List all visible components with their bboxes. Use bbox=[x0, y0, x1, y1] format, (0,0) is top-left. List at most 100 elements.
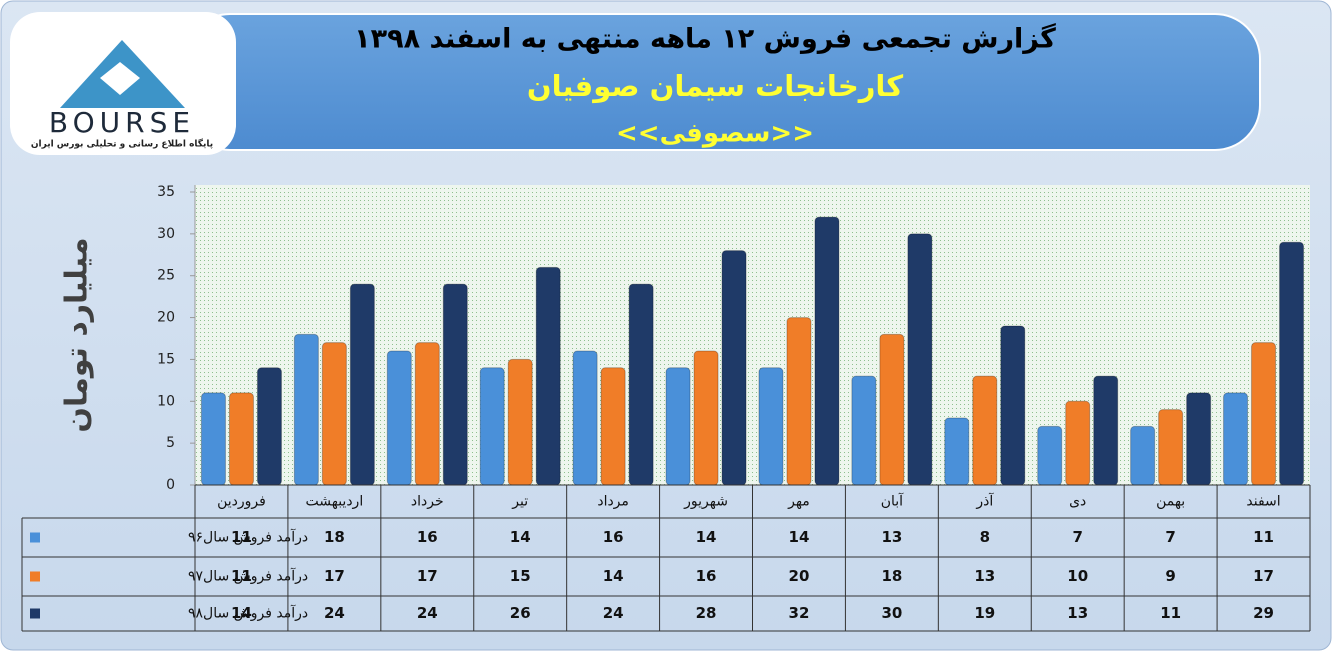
legend-label: درآمد فروش سال۹۸ bbox=[188, 605, 308, 622]
legend-label: درآمد فروش سال۹۶ bbox=[188, 529, 308, 546]
logo: BOURSE پایگاه اطلاع رسانی و تحلیلی بورس … bbox=[10, 12, 236, 155]
bar bbox=[228, 392, 254, 486]
table-cell: 17 bbox=[324, 567, 345, 585]
table-cell: 32 bbox=[789, 604, 810, 622]
table-cell: 26 bbox=[510, 604, 531, 622]
bar bbox=[200, 392, 226, 486]
bar bbox=[442, 283, 468, 486]
table-cell: 16 bbox=[696, 567, 717, 585]
x-tick-label: مرداد bbox=[597, 494, 629, 510]
bar bbox=[879, 333, 905, 486]
bar bbox=[1000, 325, 1026, 486]
bar bbox=[321, 342, 347, 486]
x-tick-label: بهمن bbox=[1156, 494, 1185, 510]
legend-swatch bbox=[30, 532, 40, 543]
bar bbox=[600, 367, 626, 486]
x-tick-label: فروردین bbox=[217, 494, 266, 510]
table-cell: 30 bbox=[881, 604, 902, 622]
table-cell: 14 bbox=[510, 528, 531, 546]
table-cell: 18 bbox=[881, 567, 902, 585]
legend-label: درآمد فروش سال۹۷ bbox=[188, 568, 308, 585]
table-cell: 16 bbox=[603, 528, 624, 546]
table-cell: 11 bbox=[1253, 528, 1274, 546]
bar bbox=[572, 350, 598, 486]
chart-subtitle: کارخانجات سیمان صوفیان bbox=[527, 69, 903, 103]
bar bbox=[1251, 342, 1277, 486]
table-cell: 11 bbox=[231, 567, 252, 585]
bar bbox=[1158, 409, 1184, 486]
bar bbox=[628, 283, 654, 486]
x-tick-label: آذر bbox=[975, 493, 994, 510]
logo-tagline: پایگاه اطلاع رسانی و تحلیلی بورس ایران bbox=[31, 138, 213, 150]
table-cell: 8 bbox=[980, 528, 990, 546]
bar bbox=[386, 350, 412, 486]
table-cell: 14 bbox=[696, 528, 717, 546]
y-tick-label: 10 bbox=[157, 393, 175, 409]
table-cell: 24 bbox=[417, 604, 438, 622]
bar bbox=[721, 250, 747, 486]
bar bbox=[1279, 241, 1305, 486]
bar bbox=[1223, 392, 1249, 486]
table-cell: 14 bbox=[789, 528, 810, 546]
y-axis-title: میلیارد تومان bbox=[60, 237, 95, 432]
table-cell: 13 bbox=[881, 528, 902, 546]
logo-name: BOURSE bbox=[49, 106, 195, 139]
bar bbox=[851, 375, 877, 486]
table-cell: 18 bbox=[324, 528, 345, 546]
table-cell: 24 bbox=[324, 604, 345, 622]
table-cell: 19 bbox=[974, 604, 995, 622]
table-cell: 15 bbox=[510, 567, 531, 585]
x-tick-label: دی bbox=[1069, 494, 1086, 510]
table-cell: 13 bbox=[974, 567, 995, 585]
chart-symbol: <<سصوفی>> bbox=[616, 119, 814, 149]
table-cell: 9 bbox=[1165, 567, 1175, 585]
bar bbox=[972, 375, 998, 486]
x-tick-label: تیر bbox=[511, 494, 528, 510]
x-tick-label: شهریور bbox=[683, 494, 728, 510]
table-cell: 7 bbox=[1165, 528, 1175, 546]
x-tick-label: مهر bbox=[787, 494, 810, 510]
table-cell: 11 bbox=[231, 528, 252, 546]
y-tick-label: 35 bbox=[157, 184, 175, 200]
table-cell: 17 bbox=[417, 567, 438, 585]
bar bbox=[479, 367, 505, 486]
table-cell: 13 bbox=[1067, 604, 1088, 622]
y-tick-label: 30 bbox=[157, 226, 175, 242]
bar bbox=[665, 367, 691, 486]
y-tick-label: 15 bbox=[157, 351, 175, 367]
x-tick-label: آبان bbox=[881, 493, 904, 510]
bar bbox=[1065, 400, 1091, 486]
bar bbox=[758, 367, 784, 486]
table-cell: 16 bbox=[417, 528, 438, 546]
bar bbox=[507, 358, 533, 486]
bar bbox=[907, 233, 933, 486]
legend-swatch bbox=[30, 571, 40, 582]
table-cell: 29 bbox=[1253, 604, 1274, 622]
table-cell: 14 bbox=[603, 567, 624, 585]
bar bbox=[256, 367, 282, 486]
logo-mark bbox=[100, 62, 140, 95]
bar bbox=[1130, 425, 1156, 486]
bar bbox=[814, 216, 840, 486]
table-cell: 10 bbox=[1067, 567, 1088, 585]
bar bbox=[293, 333, 319, 486]
legend-swatch bbox=[30, 608, 40, 619]
bar bbox=[1186, 392, 1212, 486]
bar bbox=[349, 283, 375, 486]
bar bbox=[944, 417, 970, 486]
table-cell: 28 bbox=[696, 604, 717, 622]
x-tick-label: اردیبهشت bbox=[306, 494, 364, 510]
bar bbox=[786, 317, 812, 486]
table-cell: 20 bbox=[789, 567, 810, 585]
y-tick-label: 0 bbox=[166, 477, 175, 493]
bar bbox=[1037, 425, 1063, 486]
table-cell: 17 bbox=[1253, 567, 1274, 585]
y-tick-label: 25 bbox=[157, 268, 175, 284]
bar bbox=[414, 342, 440, 486]
bar bbox=[1093, 375, 1119, 486]
bar bbox=[535, 266, 561, 486]
table-cell: 14 bbox=[231, 604, 252, 622]
x-tick-label: اسفند bbox=[1246, 494, 1280, 510]
y-tick-label: 5 bbox=[166, 435, 175, 451]
